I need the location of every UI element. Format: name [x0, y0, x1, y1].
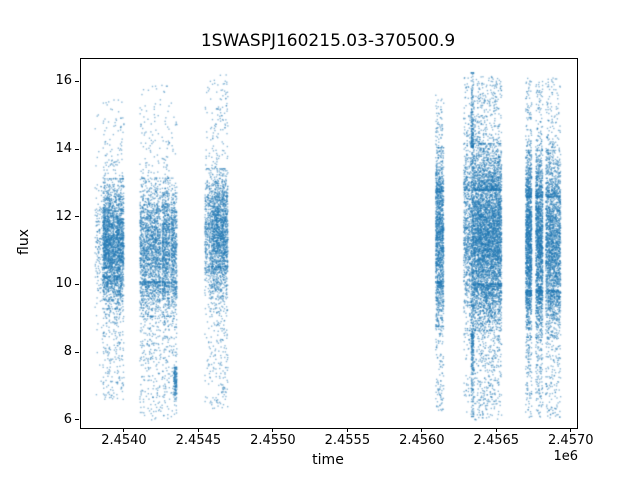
- y-tick-mark: [75, 216, 79, 218]
- x-tick-mark: [346, 428, 348, 432]
- y-tick-label: 6: [63, 411, 72, 427]
- y-tick-mark: [75, 80, 79, 82]
- y-tick-label: 10: [55, 276, 72, 292]
- y-tick-mark: [75, 283, 79, 285]
- plot-title: 1SWASPJ160215.03-370500.9: [200, 31, 456, 51]
- x-tick-mark: [197, 428, 199, 432]
- x-tick-label: 2.4565: [473, 433, 520, 448]
- y-tick-mark: [75, 351, 79, 353]
- y-tick-mark: [75, 419, 79, 421]
- x-offset-label: 1e6: [553, 449, 578, 464]
- x-tick-label: 2.4540: [101, 433, 147, 448]
- y-axis-label: flux: [16, 229, 32, 255]
- y-tick-label: 8: [63, 344, 72, 360]
- x-tick-label: 2.4555: [324, 433, 371, 448]
- y-tick-mark: [75, 148, 79, 150]
- x-tick-mark: [123, 428, 125, 432]
- x-axis-label: time: [312, 452, 344, 468]
- x-tick-mark: [495, 428, 497, 432]
- y-tick-label: 14: [55, 141, 72, 157]
- x-tick-label: 2.4550: [250, 433, 296, 448]
- x-tick-mark: [570, 428, 572, 432]
- x-tick-mark: [272, 428, 274, 432]
- y-tick-label: 12: [55, 208, 72, 224]
- x-tick-label: 2.4570: [548, 433, 594, 448]
- scatter-canvas: [80, 58, 576, 427]
- x-tick-label: 2.4545: [175, 433, 222, 448]
- x-tick-mark: [421, 428, 423, 432]
- x-tick-label: 2.4560: [399, 433, 445, 448]
- y-tick-label: 16: [55, 73, 72, 89]
